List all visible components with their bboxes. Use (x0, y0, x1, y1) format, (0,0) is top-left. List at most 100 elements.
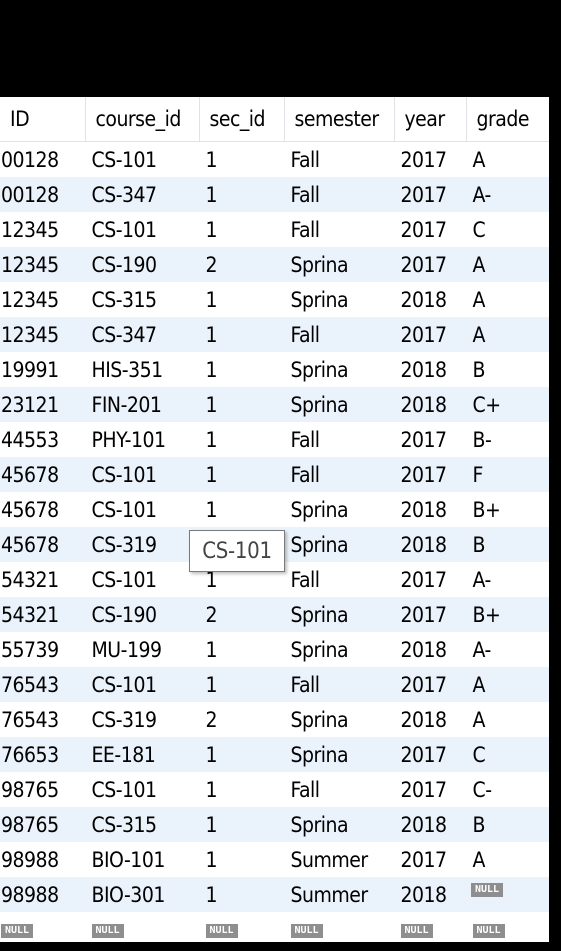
cell-sec-id[interactable]: 1 (199, 422, 284, 457)
cell-id[interactable]: 98988 (0, 877, 85, 912)
cell-course-id[interactable]: CS-101 (85, 562, 199, 597)
cell-id[interactable]: 23121 (0, 387, 85, 422)
cell-course-id[interactable]: CS-319 (85, 702, 199, 737)
cell-grade[interactable]: B+ (466, 492, 549, 527)
cell-semester[interactable]: Sprina (284, 352, 394, 387)
cell-id[interactable]: 76653 (0, 737, 85, 772)
cell-course-id[interactable]: MU-199 (85, 632, 199, 667)
cell-id[interactable]: 00128 (0, 177, 85, 212)
cell-grade[interactable]: A (466, 317, 549, 352)
table-row[interactable]: 98988 BIO-301 1 Summer 2018 (0, 877, 549, 912)
column-header-sec-id[interactable]: sec_id (199, 97, 285, 142)
cell-year[interactable]: 2018 (394, 352, 466, 387)
new-row-cell-id[interactable]: NULL (0, 912, 85, 938)
table-row[interactable]: 19991 HIS-351 1 Sprina 2018 B (0, 352, 549, 387)
table-row[interactable]: 12345 CS-190 2 Sprina 2017 A (0, 247, 549, 282)
cell-sec-id[interactable]: 2 (199, 702, 284, 737)
cell-year[interactable]: 2018 (394, 807, 466, 842)
cell-sec-id[interactable]: 1 (199, 667, 284, 702)
column-header-year[interactable]: year (394, 97, 467, 142)
cell-semester[interactable]: Fall (284, 422, 394, 457)
cell-year[interactable]: 2017 (394, 212, 466, 247)
cell-grade[interactable]: B+ (466, 597, 549, 632)
cell-year[interactable]: 2017 (394, 317, 466, 352)
cell-semester[interactable]: Sprina (284, 527, 394, 562)
table-row[interactable]: 98765 CS-101 1 Fall 2017 C- (0, 772, 549, 807)
cell-grade[interactable]: C (466, 737, 549, 772)
cell-sec-id[interactable]: 1 (199, 737, 284, 772)
table-row[interactable]: 12345 CS-315 1 Sprina 2018 A (0, 282, 549, 317)
cell-year[interactable]: 2018 (394, 492, 466, 527)
cell-id[interactable]: 45678 (0, 492, 85, 527)
new-row-cell-course-id[interactable]: NULL (85, 912, 199, 938)
cell-grade[interactable]: C- (466, 772, 549, 807)
cell-year[interactable]: 2017 (394, 422, 466, 457)
cell-year[interactable]: 2017 (394, 842, 466, 877)
cell-course-id[interactable]: CS-190 (85, 597, 199, 632)
table-row[interactable]: 00128 CS-347 1 Fall 2017 A- (0, 177, 549, 212)
cell-grade[interactable]: A- (466, 562, 549, 597)
cell-id[interactable]: 54321 (0, 597, 85, 632)
cell-semester[interactable]: Sprina (284, 247, 394, 282)
cell-grade[interactable]: A- (466, 632, 549, 667)
column-header-course-id[interactable]: course_id (85, 97, 200, 142)
cell-course-id[interactable]: CS-101 (85, 212, 199, 247)
new-row-cell-grade[interactable]: NULL (466, 912, 549, 938)
cell-sec-id[interactable]: 1 (199, 877, 284, 912)
cell-sec-id[interactable]: 1 (199, 352, 284, 387)
cell-year[interactable]: 2018 (394, 632, 466, 667)
cell-id[interactable]: 12345 (0, 247, 85, 282)
cell-year[interactable]: 2018 (394, 527, 466, 562)
cell-grade[interactable]: A (466, 702, 549, 737)
cell-sec-id[interactable]: 1 (199, 177, 284, 212)
cell-grade[interactable]: A (466, 247, 549, 282)
new-row-cell-semester[interactable]: NULL (284, 912, 394, 938)
cell-course-id[interactable]: BIO-101 (85, 842, 199, 877)
cell-id[interactable]: 12345 (0, 282, 85, 317)
cell-course-id[interactable]: CS-101 (85, 772, 199, 807)
cell-semester[interactable]: Sprina (284, 632, 394, 667)
cell-grade[interactable]: B- (466, 422, 549, 457)
cell-sec-id[interactable]: 1 (199, 387, 284, 422)
cell-sec-id[interactable]: 1 (199, 141, 284, 177)
cell-id[interactable]: 76543 (0, 702, 85, 737)
cell-course-id[interactable]: CS-319 (85, 527, 199, 562)
cell-year[interactable]: 2018 (394, 877, 466, 912)
cell-id[interactable]: 54321 (0, 562, 85, 597)
cell-grade[interactable]: B (466, 807, 549, 842)
cell-grade[interactable]: A (466, 667, 549, 702)
cell-course-id[interactable]: BIO-301 (85, 877, 199, 912)
cell-id[interactable]: 00128 (0, 141, 85, 177)
cell-grade[interactable]: B (466, 352, 549, 387)
cell-id[interactable]: 98765 (0, 807, 85, 842)
cell-grade[interactable]: C (466, 212, 549, 247)
cell-semester[interactable]: Fall (284, 141, 394, 177)
cell-course-id[interactable]: CS-101 (85, 141, 199, 177)
table-row[interactable]: 98988 BIO-101 1 Summer 2017 A (0, 842, 549, 877)
table-row[interactable]: 54321 CS-190 2 Sprina 2017 B+ (0, 597, 549, 632)
cell-id[interactable]: 44553 (0, 422, 85, 457)
cell-sec-id[interactable]: 2 (199, 247, 284, 282)
cell-course-id[interactable]: CS-347 (85, 317, 199, 352)
table-row[interactable]: 23121 FIN-201 1 Sprina 2018 C+ (0, 387, 549, 422)
new-row[interactable]: NULL NULL NULL NULL NULL NULL (0, 912, 549, 938)
cell-id[interactable]: 45678 (0, 457, 85, 492)
table-row[interactable]: 45678 CS-101 1 Sprina 2018 B+ (0, 492, 549, 527)
cell-semester[interactable]: Sprina (284, 597, 394, 632)
cell-course-id[interactable]: CS-101 (85, 492, 199, 527)
cell-course-id[interactable]: CS-315 (85, 282, 199, 317)
cell-id[interactable]: 98988 (0, 842, 85, 877)
results-grid[interactable]: ID course_id sec_id semester year grade … (0, 97, 549, 942)
cell-semester[interactable]: Summer (284, 842, 394, 877)
cell-semester[interactable]: Sprina (284, 387, 394, 422)
cell-id[interactable]: 98765 (0, 772, 85, 807)
cell-course-id[interactable]: CS-347 (85, 177, 199, 212)
table-row[interactable]: 12345 CS-101 1 Fall 2017 C (0, 212, 549, 247)
cell-sec-id[interactable]: 1 (199, 807, 284, 842)
cell-semester[interactable]: Summer (284, 877, 394, 912)
cell-id[interactable]: 12345 (0, 212, 85, 247)
cell-course-id[interactable]: CS-190 (85, 247, 199, 282)
cell-year[interactable]: 2017 (394, 772, 466, 807)
cell-year[interactable]: 2017 (394, 177, 466, 212)
cell-grade[interactable]: F (466, 457, 549, 492)
